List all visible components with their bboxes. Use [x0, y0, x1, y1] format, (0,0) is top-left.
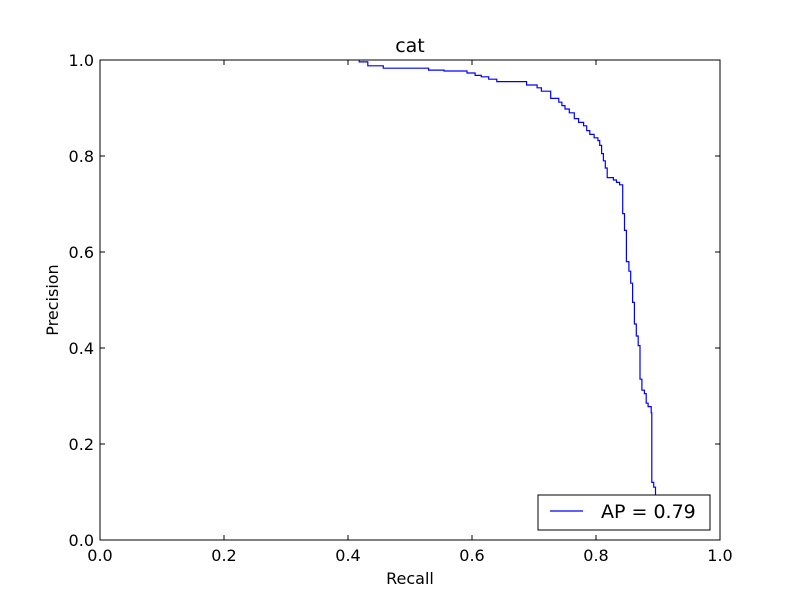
x-tick-label: 0.8	[583, 546, 608, 565]
x-tick-label: 0.4	[335, 546, 360, 565]
legend-label: AP = 0.79	[601, 501, 696, 523]
y-tick-label: 1.0	[69, 51, 94, 70]
chart-title: cat	[395, 35, 425, 57]
x-tick-label: 0.2	[211, 546, 236, 565]
y-tick-label: 0.0	[69, 531, 94, 550]
y-axis-ticks: 0.0 0.2 0.4 0.6 0.8 1.0	[69, 51, 720, 550]
y-tick-label: 0.8	[69, 147, 94, 166]
plot-frame	[99, 59, 721, 541]
y-tick-label: 0.6	[69, 243, 94, 262]
y-tick-label: 0.2	[69, 435, 94, 454]
x-tick-label: 0.6	[459, 546, 484, 565]
y-tick-label: 0.4	[69, 339, 94, 358]
x-tick-label: 0.0	[87, 546, 112, 565]
x-tick-label: 1.0	[707, 546, 732, 565]
x-axis-label: Recall	[386, 569, 434, 588]
legend: AP = 0.79	[537, 494, 711, 531]
precision-recall-line	[358, 60, 657, 497]
legend-box	[537, 494, 711, 531]
y-axis-label: Precision	[43, 264, 62, 335]
plot-area: 0.0 0.2 0.4 0.6 0.8 1.0 0.0 0.2 0.4 0.6 0.8 1.0	[69, 51, 733, 565]
x-axis-ticks: 0.0 0.2 0.4 0.6 0.8 1.0	[87, 60, 733, 565]
